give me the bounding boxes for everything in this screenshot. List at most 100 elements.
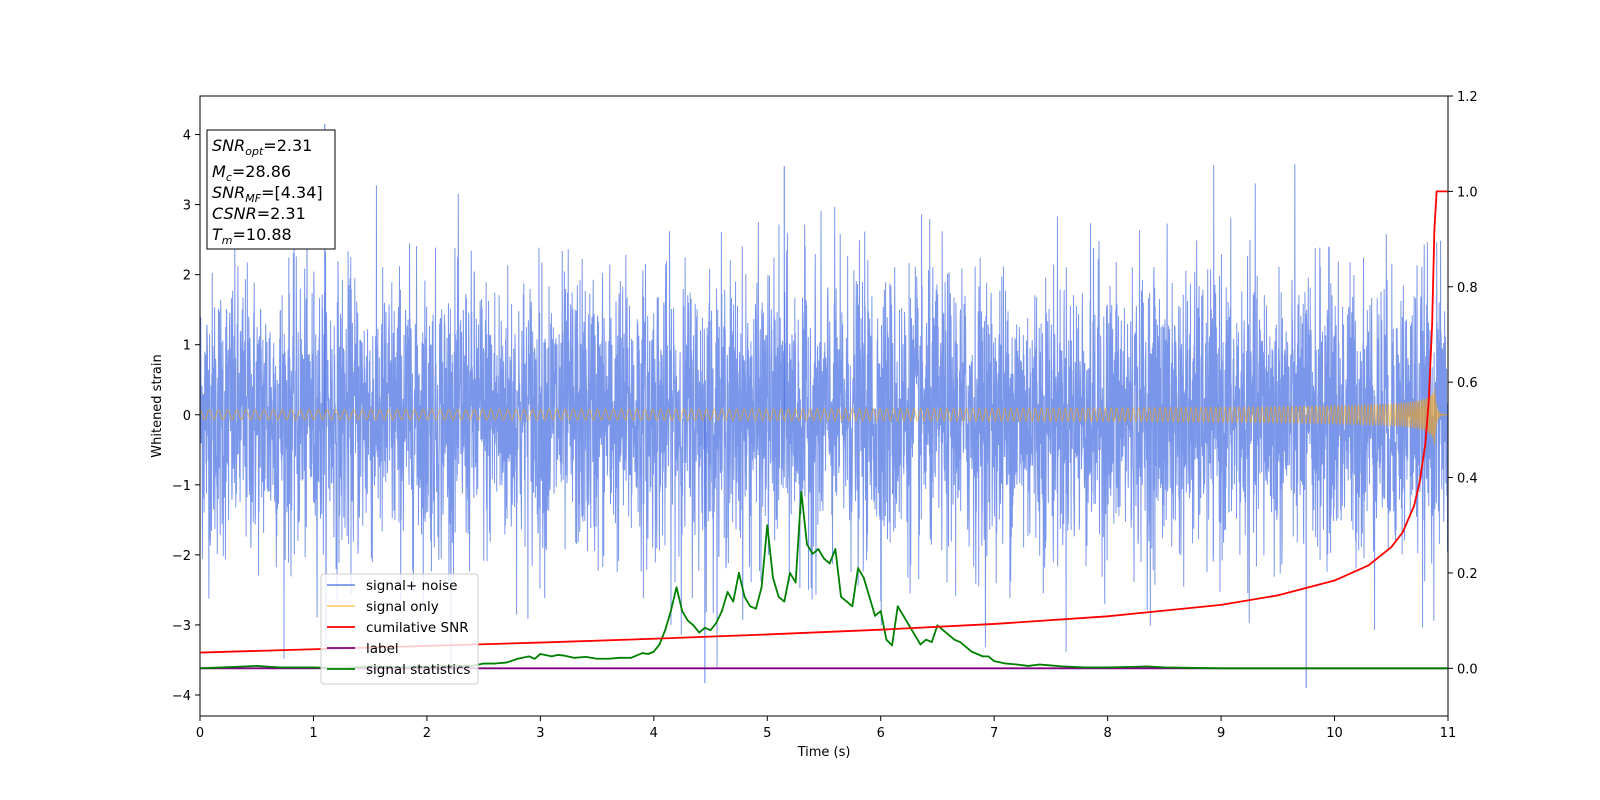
y-right-tick-label: 0.4 [1457,472,1478,487]
series-signal-statistics-point [1390,667,1393,670]
series-signal-statistics-point [868,595,871,598]
series-cumilative-snr-point [1413,505,1415,508]
series-cumilative-snr-point [1433,228,1436,231]
annotation-line: SNRopt=2.31 [212,136,312,158]
series-signal-statistics-point [562,654,564,657]
series-signal-statistics-point [658,643,661,646]
series-signal-statistics-point [528,655,530,658]
y-right-tick-label: 1.2 [1457,90,1478,105]
series-signal-statistics-point [874,614,876,617]
x-tick-label: 7 [990,726,998,741]
series-signal-statistics-point [760,586,763,589]
series-signal-statistics-point [703,626,706,629]
series-cumilative-snr-point [539,641,542,644]
axes-layer: 0 1 2 3 4 5 6 7 8 9 10 11 −4 −3 −2 −1 0 1 2 3 4 0.0 0.2 0.4 0.6 0… [172,90,1478,741]
series-signal-statistics-point [516,657,519,660]
annotation-line: Tm=10.88 [212,225,292,247]
series-signal-statistics-point [840,595,842,598]
y-left-tick-label: 0 [183,409,191,424]
series-signal-statistics-point [908,624,910,627]
series-cumilative-snr-point [1106,615,1109,618]
legend-label: signal+ noise [366,578,457,594]
series-signal-statistics-point [1146,665,1149,668]
series-cumilative-snr-point [312,648,315,651]
series-signal-statistics-point [964,645,967,648]
series-signal-statistics-point [647,653,650,655]
series-signal-statistics-point [845,600,848,603]
y-axis-label: Whitened strain [150,354,165,457]
series-signal-statistics-point [709,629,712,632]
x-tick-label: 4 [650,726,658,741]
series-signal-statistics-point [505,661,508,664]
series-signal-statistics-point [834,548,837,550]
y-right-tick-label: 0.6 [1457,376,1478,391]
series-signal-statistics-point [692,624,695,627]
y-left-tick-label: −1 [172,479,191,494]
series-signal-statistics-point [675,586,678,589]
series-signal-statistics-point [720,610,723,612]
series-signal-statistics-point [652,650,655,653]
series-signal-statistics-point [981,655,984,658]
y-left-tick-label: −3 [172,619,191,634]
series-cumilative-snr-point [1276,594,1279,597]
series-signal-statistics-point [772,576,774,579]
series-cumilative-snr-point [993,623,996,625]
series-signal-statistics-point [1163,666,1166,669]
series-cumilative-snr-point [1431,324,1434,326]
series-cumilative-snr-point [1418,481,1421,484]
y-left-tick-label: 4 [183,129,191,144]
series-signal-statistics-point [233,665,235,668]
series-signal-statistics-point [255,665,258,667]
y-left-tick-label: −2 [172,549,191,564]
series-signal-statistics-point [930,641,933,643]
legend-label: signal only [366,599,439,615]
series-signal-statistics-point [1004,662,1007,665]
series-signal-statistics-point [749,605,752,608]
series-cumilative-snr-point [1427,400,1430,403]
series-signal-noise [200,163,1448,667]
series-signal-statistics-point [789,572,791,574]
series-cumilative-snr-point [879,628,882,631]
series-signal-statistics-point [743,595,746,598]
y-left-tick-label: −4 [172,689,191,704]
legend-label: cumilative SNR [366,620,469,636]
series-signal-statistics-point [783,600,786,603]
annotation-frame [206,129,336,250]
series-signal-statistics-point [630,656,633,659]
annotation-line: CSNR=2.31 [212,204,306,223]
series-signal-statistics-point [278,666,281,669]
series-signal-statistics-point [828,562,831,565]
series-signal-statistics-point [823,557,825,560]
series-signal-statistics-point [947,634,950,636]
y-left-tick-label: 1 [183,339,191,354]
series-signal-statistics-point [1276,667,1279,670]
legend-frame [320,573,479,685]
series-signal-statistics-point [862,576,865,579]
annotation-line: SNRMF=[4.34] [212,183,323,205]
series-signal-statistics-point [1038,663,1041,666]
series-cumilative-snr-point [1333,579,1336,582]
series-signal-statistics-point [794,581,797,584]
y-right-tick-label: 0.8 [1457,281,1478,296]
series-signal-statistics-point [573,656,576,659]
series-signal-statistics-point [681,610,684,612]
series-signal-statistics-point [925,638,928,641]
series-signal-statistics-point [755,607,757,610]
series-signal-statistics-point [698,631,701,634]
series-signal-statistics-point [584,655,587,658]
series-signal-statistics-point [533,657,536,660]
x-tick-label: 2 [423,726,431,741]
legend-label: label [366,641,399,657]
x-axis-label: Time (s) [797,745,851,760]
series-cumilative-snr-point [1435,190,1438,193]
series-signal-statistics-point [1061,665,1064,668]
x-tick-label: 6 [877,726,885,741]
series-signal-statistics-point [1186,666,1188,669]
series-signal-statistics-point [953,638,956,641]
y-right-tick-label: 1.0 [1457,185,1478,200]
x-tick-label: 1 [309,726,317,741]
annotation-lines: SNRopt=2.31 Mc=28.86SNRMF=[4.34]CSNR=2.31… [212,136,323,247]
y-left-tick-label: 2 [183,269,191,284]
series-signal-statistics-point [1106,666,1109,669]
